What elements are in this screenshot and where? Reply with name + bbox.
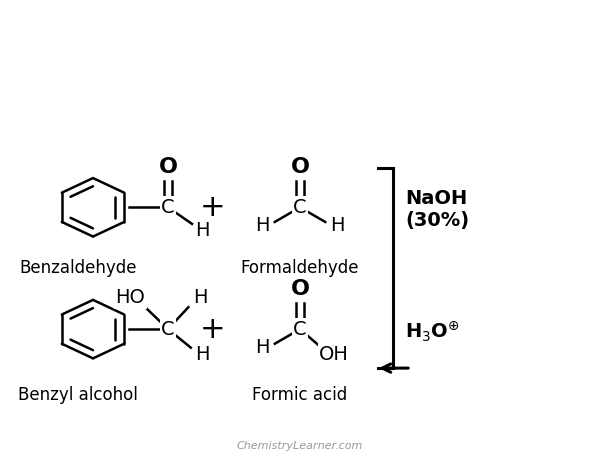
Text: C: C (161, 320, 175, 339)
Text: H: H (330, 216, 344, 235)
Text: H: H (196, 345, 210, 365)
Text: ChemistryLearner.com: ChemistryLearner.com (237, 441, 363, 451)
Text: Benzyl alcohol: Benzyl alcohol (18, 386, 138, 404)
Text: HO: HO (115, 288, 145, 307)
Text: H: H (196, 221, 210, 240)
Text: C: C (293, 320, 307, 339)
Text: O: O (290, 157, 310, 177)
Text: H: H (256, 216, 270, 235)
Text: NaOH
(30%): NaOH (30%) (405, 189, 469, 230)
Text: H$_3$O$^{\oplus}$: H$_3$O$^{\oplus}$ (405, 320, 460, 344)
Text: Formic acid: Formic acid (253, 386, 347, 404)
Text: H: H (256, 338, 270, 357)
Text: H: H (193, 288, 208, 307)
Text: OH: OH (319, 345, 349, 364)
Text: +: + (200, 314, 226, 344)
Text: +: + (200, 193, 226, 222)
Text: O: O (158, 157, 178, 177)
Text: C: C (161, 198, 175, 217)
Text: Benzaldehyde: Benzaldehyde (19, 259, 137, 277)
Text: Formaldehyde: Formaldehyde (241, 259, 359, 277)
Text: C: C (293, 198, 307, 217)
Text: Crossed Cannizzaro Reaction: Crossed Cannizzaro Reaction (52, 13, 548, 41)
Text: O: O (290, 279, 310, 299)
